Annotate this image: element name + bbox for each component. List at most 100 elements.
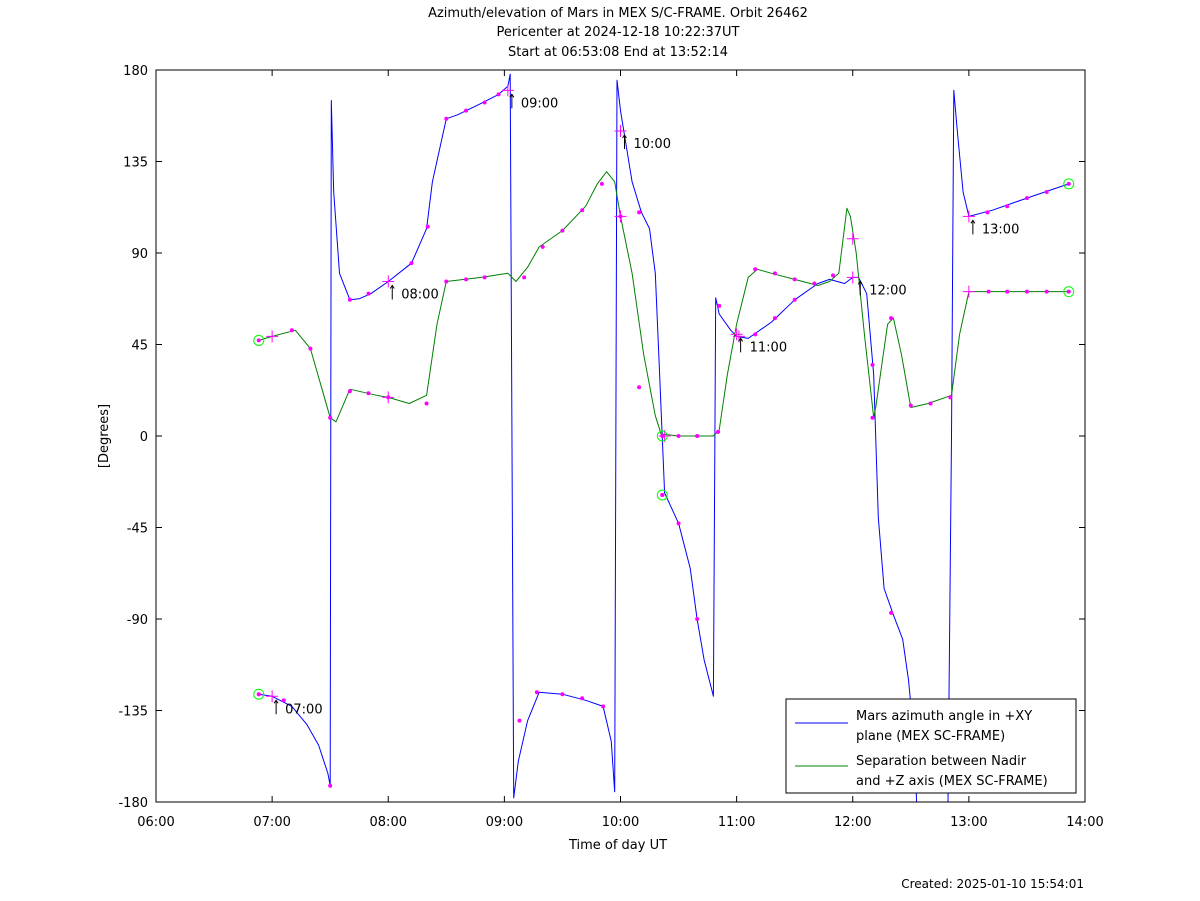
endpoint-dot <box>256 338 261 343</box>
legend-label-separation-1: Separation between Nadir <box>856 754 1027 769</box>
y-tick-label: 45 <box>131 339 148 354</box>
data-point <box>985 210 990 215</box>
endpoint-dot <box>1066 289 1071 294</box>
axis-ticks: 06:00 07:00 08:00 09:00 10:00 11:00 12:00 13:00… <box>118 64 1103 830</box>
data-point <box>1005 289 1010 294</box>
hour-cross-marker <box>266 690 279 703</box>
data-point <box>772 316 777 321</box>
x-tick-label: 12:00 <box>834 815 871 830</box>
data-point <box>716 429 721 434</box>
data-point <box>792 277 797 282</box>
hour-cross-marker <box>730 328 743 341</box>
hour-annotations: 07:00 08:00 09:00 10:00 11:00 12:00 13:00 <box>273 93 1019 717</box>
x-tick-label: 10:00 <box>602 815 639 830</box>
data-point <box>464 108 469 113</box>
x-tick-label: 06:00 <box>137 815 174 830</box>
endpoint-circle <box>253 688 265 700</box>
data-point <box>496 92 501 97</box>
data-point <box>1044 190 1049 194</box>
series-line-separation <box>258 171 1069 437</box>
hour-annotation-label: 07:00 <box>285 702 322 717</box>
data-point <box>908 403 913 408</box>
data-point <box>464 277 469 282</box>
data-point <box>580 696 585 701</box>
endpoint-circle <box>1063 286 1075 298</box>
hour-annotation-label: 10:00 <box>634 137 671 152</box>
y-tick-label: 90 <box>131 247 148 262</box>
title-line-3: Start at 06:53:08 End at 13:52:14 <box>508 45 728 60</box>
data-point <box>717 303 722 308</box>
hour-cross-marker <box>846 271 859 284</box>
data-point <box>328 783 333 788</box>
data-point <box>1024 289 1029 294</box>
y-axis-label: [Degrees] <box>97 404 112 468</box>
data-point <box>599 181 604 186</box>
hour-cross-marker <box>846 232 859 245</box>
x-tick-label: 09:00 <box>486 815 523 830</box>
hour-cross-marker <box>962 210 975 223</box>
y-tick-label: 135 <box>123 156 148 171</box>
hour-annotation: 12:00 <box>857 280 907 298</box>
hour-annotation-label: 09:00 <box>521 96 558 111</box>
data-point <box>870 362 875 367</box>
legend-label-separation-2: and +Z axis (MEX SC-FRAME) <box>856 774 1048 789</box>
endpoint-circle <box>656 489 668 501</box>
y-tick-label: -180 <box>118 796 148 811</box>
data-point <box>1005 204 1010 209</box>
y-tick-label: -45 <box>127 522 148 537</box>
data-point <box>889 316 894 321</box>
title-line-1: Azimuth/elevation of Mars in MEX S/C-FRA… <box>428 6 808 21</box>
hour-annotation: 13:00 <box>970 219 1019 237</box>
hour-annotation-label: 08:00 <box>401 287 438 302</box>
x-tick-label: 08:00 <box>370 815 407 830</box>
y-tick-label: -90 <box>127 613 148 628</box>
data-point <box>695 617 700 621</box>
endpoint-dot <box>660 434 665 438</box>
legend-label-azimuth-2: plane (MEX SC-FRAME) <box>856 729 1005 744</box>
endpoint-circle <box>656 430 668 442</box>
data-point <box>534 690 539 695</box>
hour-annotation-label: 12:00 <box>869 283 906 298</box>
data-point <box>281 698 286 703</box>
data-point <box>482 275 487 280</box>
data-point <box>580 208 585 213</box>
title-line-2: Pericenter at 2024-12-18 10:22:37UT <box>496 25 739 40</box>
x-tick-label: 14:00 <box>1066 815 1103 830</box>
hour-cross-marker <box>962 285 975 298</box>
x-tick-label: 13:00 <box>950 815 987 830</box>
hour-annotation: 09:00 <box>509 93 558 111</box>
hour-cross-marker <box>266 330 279 343</box>
endpoint-dot <box>256 692 261 697</box>
hour-cross-marker <box>382 275 395 288</box>
data-point <box>812 281 817 286</box>
data-point <box>870 415 875 420</box>
data-point <box>424 401 429 406</box>
x-axis-label: Time of day UT <box>568 838 667 853</box>
data-point <box>444 279 449 284</box>
legend-label-azimuth-1: Mars azimuth angle in +XY <box>856 709 1032 724</box>
data-point <box>637 210 642 215</box>
y-tick-label: 180 <box>123 64 148 79</box>
hour-cross-marker <box>382 391 395 404</box>
data-point <box>772 271 777 276</box>
data-point <box>425 224 430 229</box>
hour-cross-marker <box>614 210 627 223</box>
data-point <box>831 273 836 278</box>
data-point <box>753 267 758 272</box>
data-point <box>540 244 545 249</box>
data-point <box>560 228 565 233</box>
data-point <box>328 415 333 420</box>
data-point <box>366 391 371 396</box>
data-point <box>444 116 449 121</box>
data-point <box>601 704 606 709</box>
hour-annotation: 08:00 <box>389 284 439 302</box>
data-point <box>522 275 527 280</box>
endpoint-circle <box>253 334 265 346</box>
data-point <box>928 401 933 406</box>
data-point <box>409 261 414 266</box>
hour-annotation: 10:00 <box>622 134 671 152</box>
data-point <box>560 692 565 697</box>
data-point <box>753 332 758 337</box>
data-point <box>948 395 953 400</box>
